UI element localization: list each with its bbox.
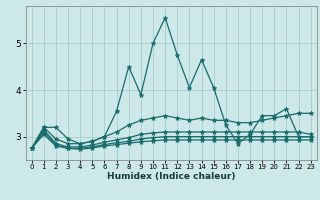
X-axis label: Humidex (Indice chaleur): Humidex (Indice chaleur) [107, 172, 236, 181]
